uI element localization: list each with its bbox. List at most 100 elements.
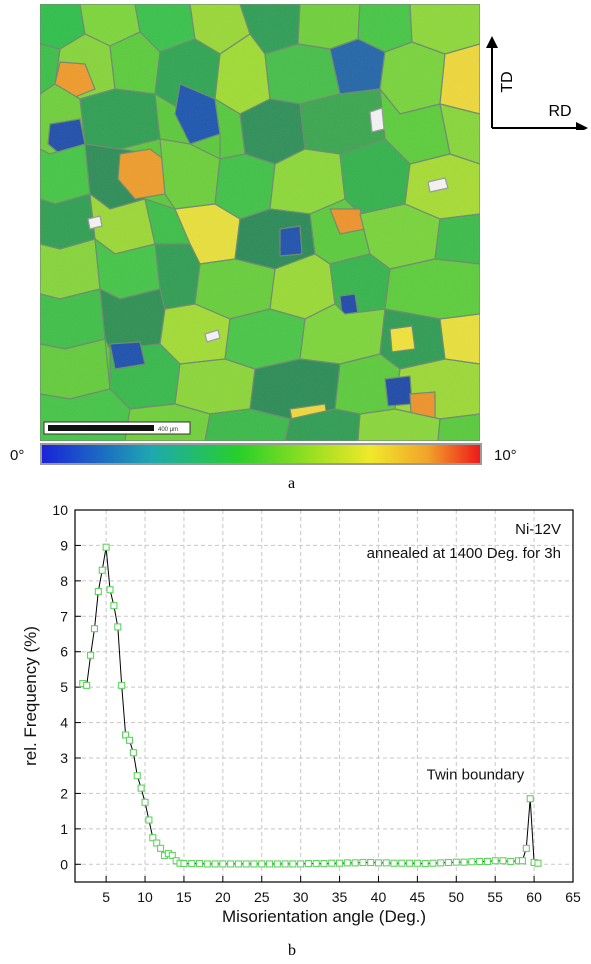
misorientation-chart: 5 10 15 20 25 30 35 40 45 50 55 60 65012345678910Mis…	[21, 502, 581, 926]
scale-bar: 400 µm	[43, 421, 191, 435]
rd-arrow-head-icon	[576, 122, 588, 130]
data-point	[90, 625, 99, 633]
y-tick-label: 7	[60, 608, 68, 624]
data-point	[234, 860, 242, 868]
data-point	[141, 798, 149, 806]
data-point	[98, 566, 106, 574]
data-point	[429, 859, 437, 867]
data-point	[94, 587, 102, 596]
x-tick-label: 25	[254, 889, 270, 905]
data-point	[149, 834, 157, 842]
data-point	[460, 858, 468, 866]
data-point	[273, 860, 281, 868]
data-point	[390, 859, 398, 867]
data-point	[195, 860, 204, 868]
data-point	[468, 858, 476, 866]
rd-label: RD	[548, 103, 571, 120]
data-point	[421, 860, 429, 868]
data-point	[219, 860, 227, 868]
y-tick-label: 1	[60, 821, 68, 837]
y-tick-label: 3	[60, 750, 68, 766]
y-tick-label: 8	[60, 573, 68, 589]
misorientation-colorbar	[40, 443, 482, 465]
data-point	[83, 681, 91, 689]
x-tick-label: 15	[176, 889, 192, 905]
data-point	[281, 860, 289, 868]
annotation-condition: annealed at 1400 Deg. for 3h	[367, 545, 561, 562]
x-tick-label: 55	[487, 889, 503, 905]
data-point	[297, 860, 305, 868]
td-arrow-head-icon	[486, 36, 498, 48]
scale-bar-label: 400 µm	[158, 427, 178, 433]
data-point	[518, 857, 526, 865]
panel-a-label: a	[288, 475, 296, 492]
y-tick-label: 6	[60, 644, 68, 660]
data-point	[122, 731, 130, 739]
data-point	[413, 859, 421, 867]
data-point	[444, 858, 453, 867]
y-axis-label: rel. Frequency (%)	[21, 626, 40, 766]
data-point	[106, 586, 114, 594]
x-tick-label: 60	[526, 889, 542, 905]
x-tick-label: 30	[293, 889, 309, 905]
chart-ticks	[75, 509, 574, 882]
data-point	[250, 860, 258, 868]
data-point	[137, 784, 145, 792]
data-point	[491, 857, 499, 865]
data-point	[367, 858, 375, 867]
data-point	[522, 844, 530, 852]
data-point	[483, 857, 491, 866]
chart-series	[79, 543, 542, 868]
data-point	[382, 859, 390, 867]
data-point	[211, 860, 219, 868]
data-point	[312, 860, 320, 868]
data-point	[534, 859, 542, 867]
data-point	[398, 859, 406, 867]
data-point	[359, 858, 367, 867]
annotation-twin-boundary: Twin boundary	[427, 767, 525, 784]
panel-b-label: b	[288, 942, 296, 959]
data-point	[343, 859, 351, 867]
data-point	[168, 851, 176, 859]
data-point	[320, 860, 328, 868]
data-point	[336, 859, 344, 867]
data-point	[153, 839, 161, 847]
data-point	[499, 857, 507, 865]
plot-frame	[74, 509, 574, 883]
x-tick-label: 5	[102, 889, 110, 905]
data-point	[452, 858, 460, 866]
series-line	[82, 547, 539, 865]
y-tick-label: 9	[60, 537, 68, 553]
data-point	[203, 860, 211, 868]
data-point	[180, 860, 188, 868]
data-point	[258, 860, 266, 868]
data-point	[265, 860, 274, 868]
data-point	[328, 859, 336, 867]
data-point	[133, 772, 141, 780]
y-tick-label: 0	[60, 856, 68, 872]
y-tick-label: 5	[60, 679, 68, 695]
data-point	[507, 857, 515, 866]
data-point	[526, 795, 534, 803]
colorbar-min-label: 0°	[10, 447, 25, 464]
data-point	[102, 543, 110, 551]
x-tick-label: 40	[371, 889, 387, 905]
ebsd-orientation-map: 400 µm	[40, 4, 480, 441]
data-point	[304, 860, 312, 868]
y-tick-label: 10	[52, 502, 68, 518]
data-point	[188, 860, 196, 868]
chart-grid	[75, 509, 574, 882]
data-point	[118, 681, 126, 689]
x-tick-label: 45	[410, 889, 426, 905]
chart-labels: 5 10 15 20 25 30 35 40 45 50 55 60 65012345678910Mis…	[21, 502, 581, 926]
data-point	[406, 859, 414, 867]
data-point	[351, 859, 359, 867]
data-point	[125, 736, 134, 744]
data-point	[110, 602, 118, 610]
colorbar-gradient	[40, 443, 482, 465]
data-point	[87, 651, 95, 659]
y-tick-label: 2	[60, 785, 68, 801]
x-tick-label: 35	[332, 889, 348, 905]
sample-direction-axes: TD RD	[486, 36, 588, 130]
data-point	[374, 859, 383, 867]
